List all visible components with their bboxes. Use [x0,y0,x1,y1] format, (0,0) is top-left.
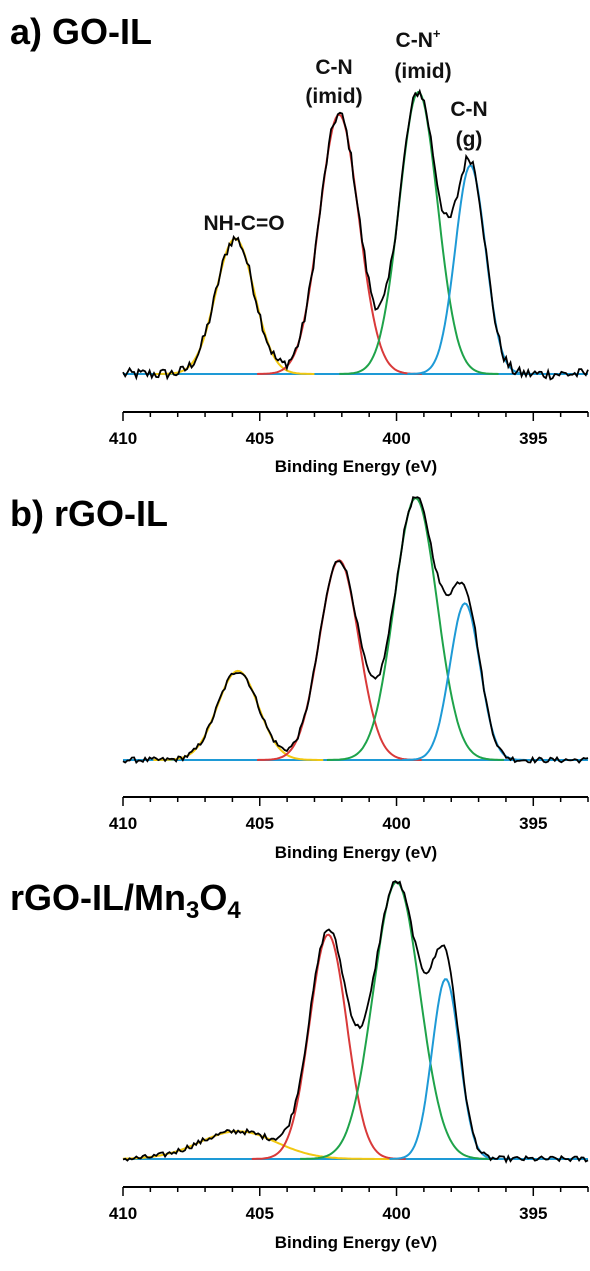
x-tick-label: 410 [109,814,137,833]
x-tick-label: 410 [109,1204,137,1223]
x-tick-label: 405 [246,429,274,448]
peak-label-c-n-g-sub: (g) [456,128,483,151]
x-ticks: 410 405 400 395 [109,412,589,448]
x-tick-label: 395 [519,429,547,448]
panel-title: rGO-IL/Mn3O4 [10,877,241,924]
x-tick-label: 400 [382,814,410,833]
panel-c: rGO-IL/Mn3O4 410 405 400 395 Binding Energy… [10,877,589,1252]
panel-c-curves [122,880,589,1165]
fit-curve-c-n-imid [251,933,406,1160]
peak-label-c-n-imid-sub: (imid) [305,85,362,108]
x-axis-title: Binding Energy (eV) [275,843,437,862]
fit-curve-nh-c-o [155,237,315,375]
fit-curve-c-n-imid [257,113,422,375]
fit-curve-c-n-g [407,164,533,375]
x-axis-title: Binding Energy (eV) [275,1233,437,1252]
fit-curve-c-n-imid [300,880,494,1160]
x-tick-label: 400 [382,1204,410,1223]
experimental-spectrum [122,88,589,381]
panel-title: a) GO-IL [10,11,152,52]
fit-curve-c-n-imid [326,497,504,761]
experimental-spectrum [122,880,589,1165]
peak-label-nh-c-o: NH-C=O [203,212,284,235]
x-ticks: 410 405 400 395 [109,797,589,833]
panel-a: a) GO-IL 410 405 400 395 Binding Energy (eV… [10,11,589,476]
fit-curve-nh-c-o [153,669,324,761]
x-tick-label: 400 [382,429,410,448]
fit-curve-c-n-g [402,602,528,761]
x-tick-label: 405 [246,1204,274,1223]
panel-b: b) rGO-IL 410 405 400 395 Binding Energy (e… [10,493,589,862]
x-tick-label: 405 [246,814,274,833]
panel-title: b) rGO-IL [10,493,168,534]
peak-label-c-n-plus-imid: C-N+ [396,26,441,52]
panel-a-curves [122,88,589,381]
peak-label-c-n-imid: C-N [315,56,352,79]
fit-curve-c-n-imid [257,559,422,761]
x-tick-label: 395 [519,814,547,833]
x-axis-title: Binding Energy (eV) [275,457,437,476]
fit-curve-c-n-g [389,978,503,1160]
peak-label-c-n-g: C-N [450,98,487,121]
x-tick-label: 395 [519,1204,547,1223]
peak-label-c-n-plus-imid-sub: (imid) [394,60,451,83]
panel-b-curves [122,496,589,765]
x-ticks: 410 405 400 395 [109,1187,589,1223]
experimental-spectrum [122,496,589,765]
x-tick-label: 410 [109,429,137,448]
